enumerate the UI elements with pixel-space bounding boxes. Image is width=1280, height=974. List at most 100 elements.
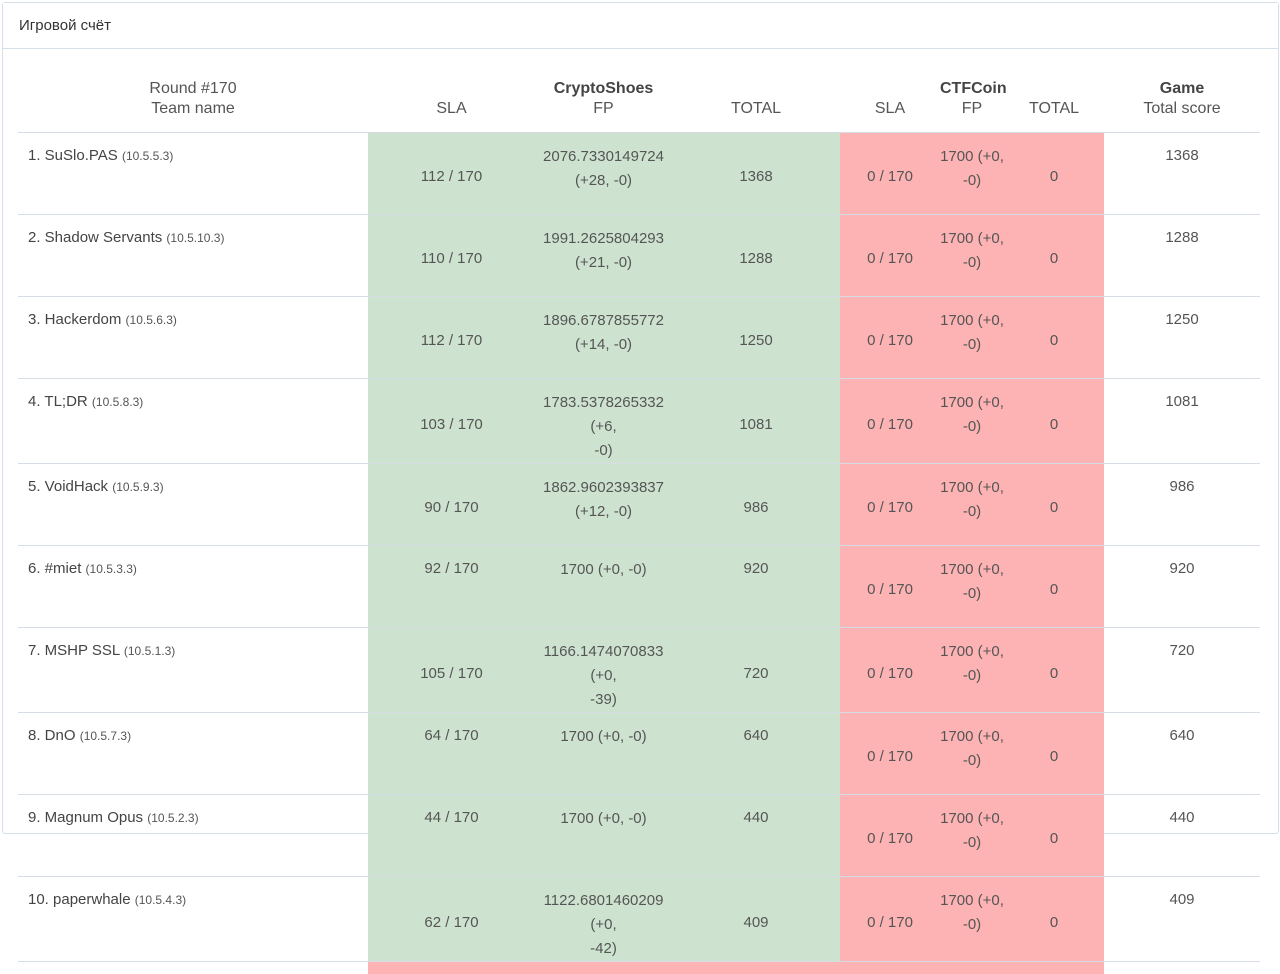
team-cell: 9. Magnum Opus (10.5.2.3)	[18, 795, 368, 877]
sla-cell: 92 / 170	[368, 546, 535, 628]
fp-cell: 2076.7330149724(+28, -0)	[535, 133, 672, 215]
service-total-cell: 986	[672, 464, 840, 546]
fp-cell: 1700 (+0, -0)	[535, 795, 672, 877]
total-header: TOTAL	[672, 98, 840, 133]
service-total-cell: 640	[672, 713, 840, 795]
fp-cell: 1862.9602393837(+12, -0)	[535, 464, 672, 546]
team-name: 10. paperwhale	[28, 891, 131, 908]
sla-cell: 103 / 170	[368, 379, 535, 464]
fp-delta: -0)	[940, 169, 1004, 193]
fp-cell: 1700 (+0,-0)	[940, 464, 1004, 546]
service-total-cell: 0	[1004, 464, 1104, 546]
fp-value: 1700 (+0,	[940, 309, 1004, 333]
fp-cell: 1700 (+0,-0)	[940, 215, 1004, 297]
sla-cell: 112 / 170	[368, 133, 535, 215]
fp-cell: 1700 (+0,-0)	[940, 877, 1004, 962]
sla-header: SLA	[840, 98, 940, 133]
team-name: 6. #miet	[28, 560, 81, 577]
fp-delta: (+12, -0)	[535, 500, 672, 524]
fp-cell: 1700 (+0,-0)	[940, 795, 1004, 877]
sla-cell: 0 / 170	[840, 795, 940, 877]
game-total-cell: 920	[1104, 546, 1260, 628]
team-cell: 7. MSHP SSL (10.5.1.3)	[18, 628, 368, 713]
team-name: 2. Shadow Servants	[28, 229, 162, 246]
service-total-cell: 0	[1004, 379, 1104, 464]
sla-cell: 44 / 170	[368, 795, 535, 877]
team-name: 5. VoidHack	[28, 478, 108, 495]
panel-heading: Игровой счёт	[3, 3, 1278, 49]
team-ip: (10.5.3.3)	[86, 562, 137, 576]
service-total-cell: 920	[672, 546, 840, 628]
game-total-cell: 409	[1104, 877, 1260, 962]
team-name: 1. SuSlo.PAS	[28, 147, 118, 164]
team-name: 3. Hackerdom	[28, 311, 121, 328]
fp-cell: 1700 (+0,-0)	[940, 546, 1004, 628]
fp-value: 1700 (+0,	[940, 227, 1004, 251]
service-total-cell: 1288	[672, 215, 840, 297]
service-total-cell: 0	[1004, 133, 1104, 215]
fp-value: 1700 (+0,	[940, 725, 1004, 749]
sla-cell: 0 / 170	[840, 464, 940, 546]
fp-cell: 1166.1474070833 (+0,-39)	[535, 628, 672, 713]
game-total-cell: 1288	[1104, 215, 1260, 297]
fp-value: 1700 (+0,	[940, 807, 1004, 831]
team-ip: (10.5.7.3)	[80, 729, 131, 743]
team-cell: 5. VoidHack (10.5.9.3)	[18, 464, 368, 546]
team-cell: 1. SuSlo.PAS (10.5.5.3)	[18, 133, 368, 215]
fp-cell: 1700 (+0,-0)	[940, 297, 1004, 379]
team-cell: 10. paperwhale (10.5.4.3)	[18, 877, 368, 962]
sla-cell: 0 / 170	[840, 379, 940, 464]
fp-value: 1862.9602393837	[535, 476, 672, 500]
service-total-cell: 409	[672, 877, 840, 962]
fp-delta: -0)	[940, 333, 1004, 357]
sla-cell: 62 / 170	[368, 877, 535, 962]
fp-header: FP	[940, 98, 1004, 133]
team-ip: (10.5.4.3)	[135, 893, 186, 907]
fp-cell: 1122.6801460209 (+0,-42)	[535, 877, 672, 962]
fp-value: 1700 (+0,	[940, 640, 1004, 664]
team-cell: 3. Hackerdom (10.5.6.3)	[18, 297, 368, 379]
fp-delta: -0)	[940, 831, 1004, 855]
fp-cell: 1700 (+0, -0)	[535, 546, 672, 628]
fp-value: 2076.7330149724	[535, 145, 672, 169]
team-ip: (10.5.5.3)	[122, 149, 173, 163]
fp-delta: -0)	[535, 439, 672, 463]
fp-cell: 1700 (+0,-0)	[940, 713, 1004, 795]
game-total-cell: 720	[1104, 628, 1260, 713]
team-name: 8. DnO	[28, 727, 76, 744]
service-total-cell: 0	[1004, 795, 1104, 877]
game-total-cell: 640	[1104, 713, 1260, 795]
fp-delta: (+28, -0)	[535, 169, 672, 193]
team-cell: 4. TL;DR (10.5.8.3)	[18, 379, 368, 464]
fp-cell: 1896.6787855772(+14, -0)	[535, 297, 672, 379]
team-name: 9. Magnum Opus	[28, 809, 143, 826]
team-ip: (10.5.2.3)	[147, 811, 198, 825]
service-total-cell: 0	[1004, 215, 1104, 297]
fp-value: 1700 (+0, -0)	[535, 807, 672, 831]
sla-cell: 0 / 170	[840, 215, 940, 297]
fp-cell: 1700 (+0, -0)	[535, 713, 672, 795]
fp-delta: -0)	[940, 582, 1004, 606]
sla-cell: 64 / 170	[368, 713, 535, 795]
sla-cell: 0 / 170	[840, 877, 940, 962]
fp-cell: 1700 (+0,-0)	[940, 133, 1004, 215]
team-ip: (10.5.9.3)	[112, 480, 163, 494]
fp-delta: (+14, -0)	[535, 333, 672, 357]
team-ip: (10.5.10.3)	[166, 231, 224, 245]
service-header-ctfcoin: CTFCoin	[940, 72, 1004, 98]
fp-value: 1700 (+0, -0)	[535, 558, 672, 582]
service-total-cell: 0	[1004, 877, 1104, 962]
team-name: 7. MSHP SSL	[28, 642, 120, 659]
sla-cell: 0 / 170	[840, 713, 940, 795]
fp-delta: -0)	[940, 664, 1004, 688]
game-header: Game	[1104, 72, 1260, 98]
fp-value: 1896.6787855772	[535, 309, 672, 333]
sla-cell: 0 / 170	[840, 297, 940, 379]
fp-header: FP	[535, 98, 672, 133]
game-total-cell: 440	[1104, 795, 1260, 877]
